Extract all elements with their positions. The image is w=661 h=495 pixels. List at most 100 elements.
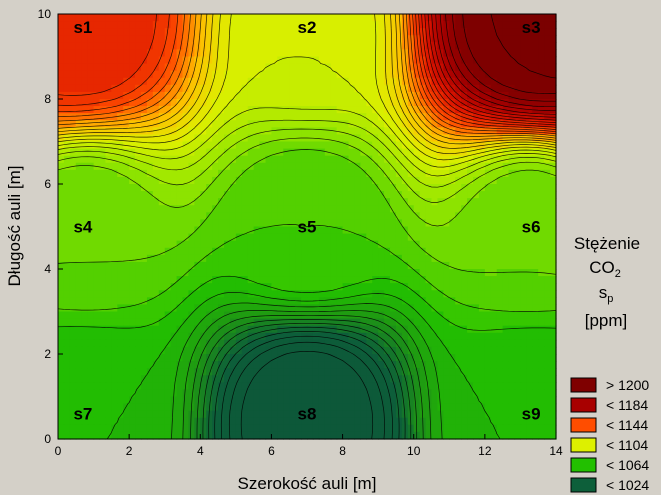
- contour-cell: [354, 261, 361, 270]
- contour-cell: [520, 403, 527, 412]
- contour-cell: [111, 269, 118, 277]
- contour-cell: [224, 431, 231, 440]
- contour-cell: [502, 63, 510, 72]
- contour-cell: [425, 325, 433, 334]
- contour-cell: [81, 99, 89, 107]
- contour-cell: [123, 290, 130, 298]
- contour-cell: [218, 120, 225, 128]
- contour-cell: [419, 233, 427, 242]
- contour-cell: [158, 431, 166, 440]
- contour-cell: [312, 247, 320, 256]
- contour-cell: [508, 226, 516, 235]
- contour-cell: [235, 176, 243, 185]
- contour-cell: [330, 212, 338, 221]
- contour-cell: [461, 70, 468, 79]
- contour-cell: [431, 396, 439, 405]
- contour-cell: [265, 106, 273, 114]
- contour-cell: [478, 339, 486, 348]
- contour-cell: [514, 290, 522, 298]
- contour-cell: [312, 184, 320, 192]
- contour-cell: [544, 205, 551, 213]
- contour-cell: [544, 106, 551, 114]
- contour-cell: [342, 162, 350, 171]
- contour-cell: [99, 424, 107, 433]
- contour-cell: [496, 339, 504, 348]
- contour-cell: [69, 134, 77, 143]
- contour-cell: [484, 410, 492, 419]
- contour-cell: [58, 283, 65, 291]
- contour-cell: [141, 389, 148, 398]
- contour-cell: [218, 56, 225, 65]
- contour-cell: [461, 261, 468, 270]
- contour-cell: [81, 191, 89, 199]
- contour-cell: [502, 410, 510, 419]
- contour-cell: [467, 198, 474, 206]
- contour-cell: [146, 240, 154, 249]
- contour-cell: [437, 297, 444, 306]
- contour-cell: [443, 261, 450, 270]
- contour-cell: [58, 332, 65, 341]
- contour-cell: [176, 417, 184, 426]
- contour-cell: [129, 233, 136, 242]
- contour-cell: [295, 318, 302, 327]
- contour-cell: [129, 184, 136, 192]
- contour-cell: [419, 49, 427, 58]
- contour-cell: [224, 70, 231, 79]
- contour-cell: [206, 261, 213, 270]
- contour-cell: [395, 304, 403, 313]
- contour-cell: [413, 184, 421, 192]
- contour-cell: [508, 21, 516, 29]
- contour-cell: [348, 91, 356, 100]
- contour-cell: [502, 134, 510, 143]
- contour-cell: [229, 162, 237, 171]
- contour-cell: [384, 99, 391, 107]
- contour-cell: [58, 42, 65, 51]
- contour-cell: [419, 269, 427, 277]
- contour-cell: [378, 127, 385, 136]
- contour-cell: [182, 14, 190, 22]
- contour-cell: [520, 134, 527, 143]
- contour-cell: [123, 226, 130, 235]
- contour-cell: [484, 127, 492, 136]
- contour-cell: [538, 14, 545, 22]
- contour-cell: [544, 290, 551, 298]
- contour-cell: [75, 106, 83, 114]
- contour-cell: [390, 155, 397, 164]
- contour-cell: [283, 382, 290, 391]
- contour-cell: [384, 283, 391, 291]
- contour-cell: [378, 35, 385, 43]
- contour-cell: [81, 396, 89, 405]
- contour-cell: [271, 297, 278, 306]
- contour-cell: [449, 219, 456, 228]
- contour-cell: [473, 254, 480, 263]
- contour-cell: [212, 84, 219, 93]
- contour-cell: [289, 276, 296, 284]
- contour-cell: [342, 247, 350, 256]
- contour-cell: [348, 304, 356, 313]
- contour-cell: [425, 219, 433, 228]
- contour-cell: [123, 191, 130, 199]
- contour-cell: [63, 276, 71, 284]
- contour-cell: [158, 70, 166, 79]
- contour-cell: [390, 247, 397, 256]
- contour-cell: [538, 403, 545, 412]
- contour-cell: [449, 77, 456, 86]
- contour-cell: [81, 290, 89, 298]
- contour-cell: [395, 261, 403, 270]
- contour-cell: [484, 339, 492, 348]
- contour-cell: [146, 368, 154, 376]
- contour-cell: [229, 311, 237, 320]
- contour-cell: [176, 91, 184, 100]
- contour-cell: [502, 382, 510, 391]
- contour-cell: [473, 205, 480, 213]
- contour-cell: [496, 169, 504, 178]
- contour-cell: [58, 148, 65, 157]
- contour-cell: [224, 127, 231, 136]
- contour-cell: [224, 269, 231, 277]
- contour-cell: [520, 91, 527, 100]
- contour-cell: [384, 184, 391, 192]
- contour-cell: [200, 283, 207, 291]
- contour-cell: [544, 424, 551, 433]
- contour-cell: [354, 162, 361, 171]
- contour-cell: [105, 417, 112, 426]
